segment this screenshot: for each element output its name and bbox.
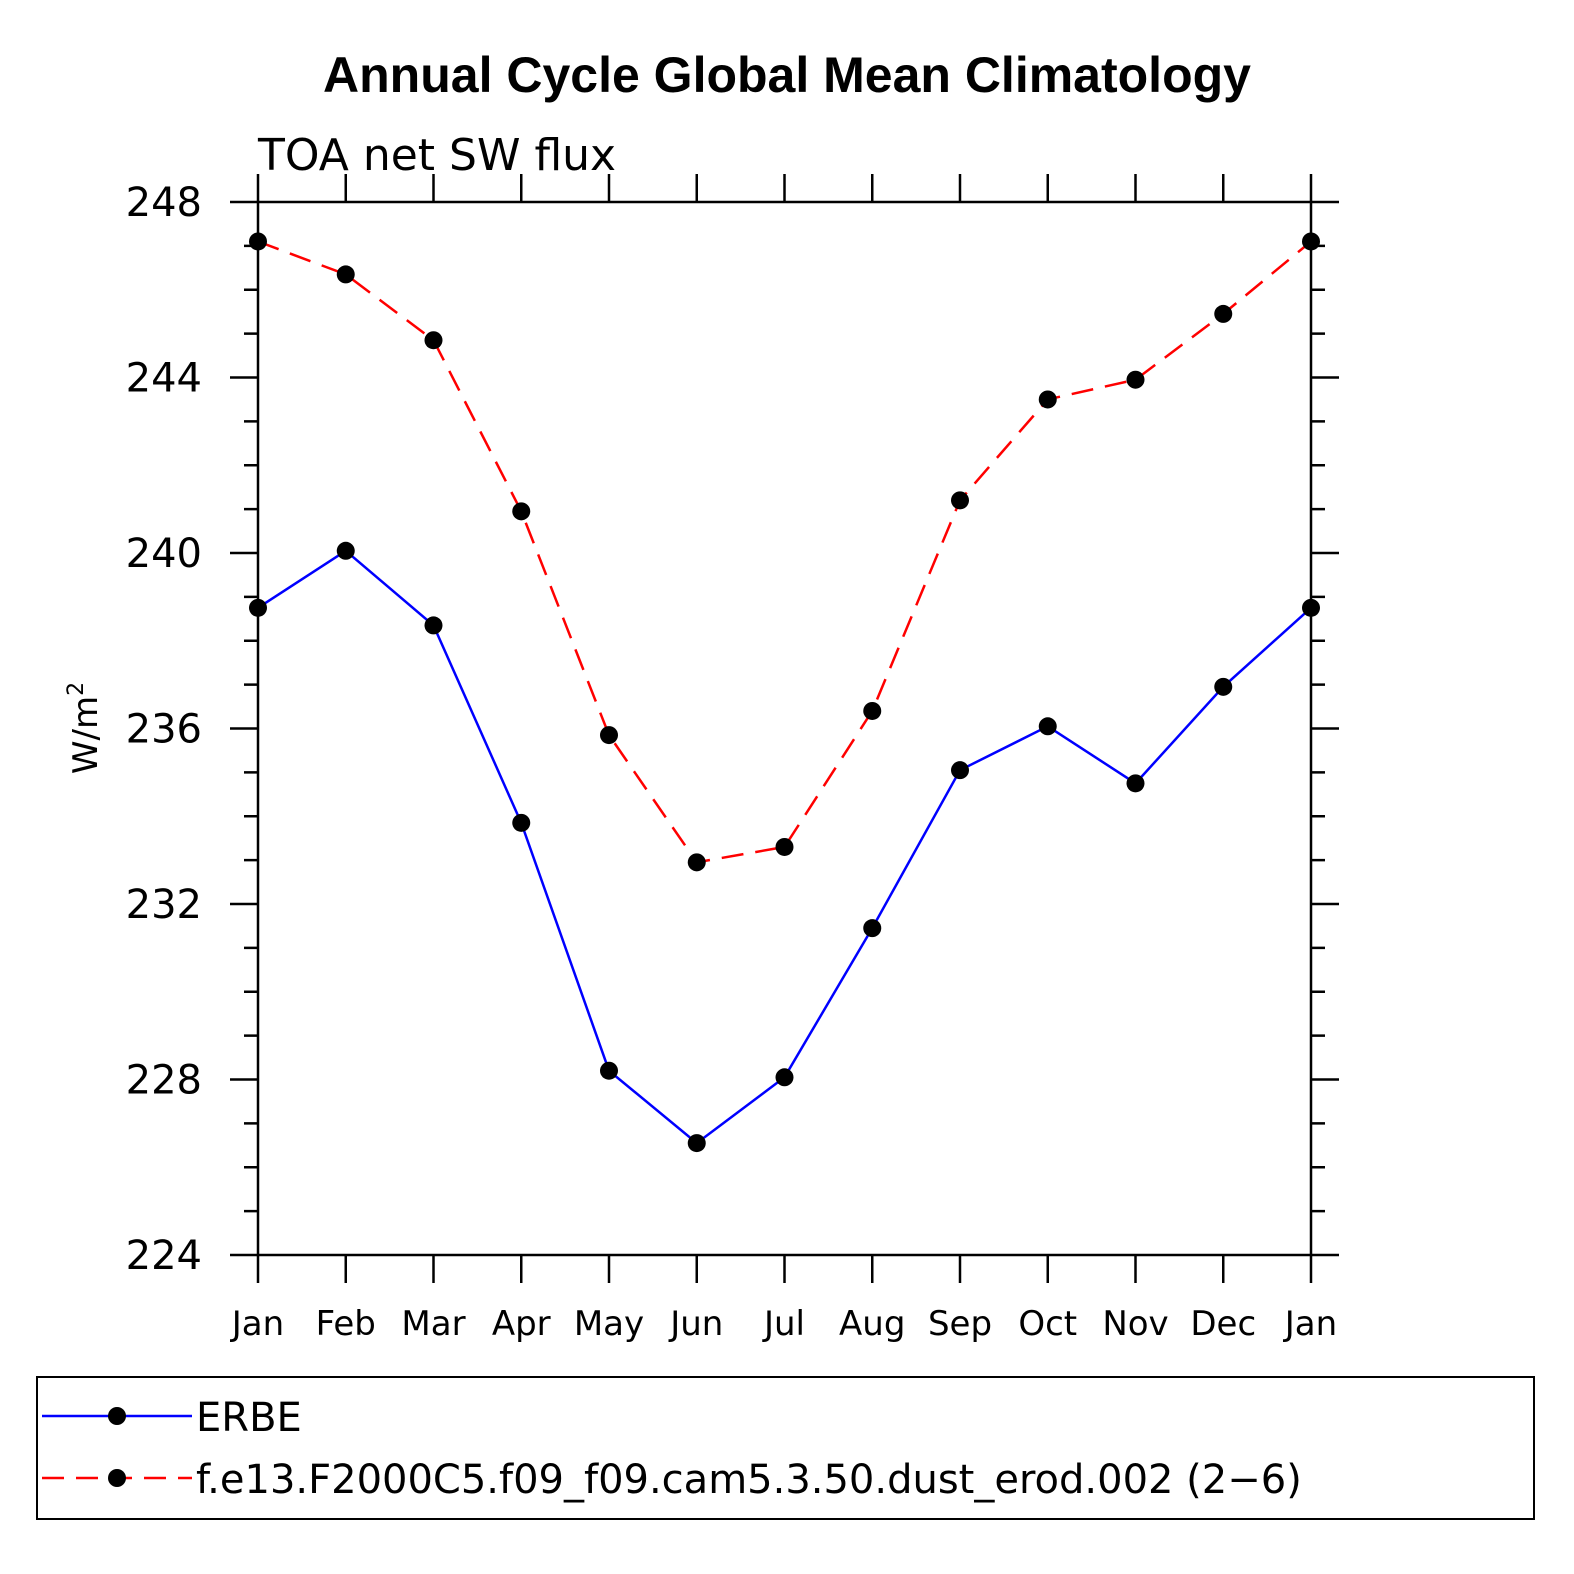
y-tick-label: 236 bbox=[126, 707, 202, 753]
x-tick-label: Oct bbox=[1018, 1304, 1077, 1344]
series-1-point bbox=[1126, 370, 1145, 389]
x-tick-label: Jul bbox=[762, 1304, 805, 1344]
series-1-point bbox=[249, 232, 267, 251]
svg-text:W/m2: W/m2 bbox=[64, 682, 106, 774]
legend-marker-0 bbox=[108, 1407, 126, 1425]
x-tick-labels: Jan Feb Mar Apr May Jun Jul Aug Sep Oct Nov Dec Jan bbox=[230, 1304, 1337, 1344]
y-tick-label: 228 bbox=[126, 1058, 202, 1104]
series-0-point bbox=[249, 598, 267, 617]
series-1-point bbox=[863, 701, 882, 720]
series-1-point bbox=[687, 853, 706, 872]
x-tick-label: Sep bbox=[928, 1304, 992, 1344]
legend-label-1: f.e13.F2000C5.f09_f09.cam5.3.50.dust_ero… bbox=[196, 1457, 1302, 1503]
series-0-point bbox=[1038, 717, 1057, 736]
series-0-point bbox=[775, 1068, 794, 1087]
x-tick-label: May bbox=[574, 1304, 644, 1344]
series-1-point bbox=[1214, 304, 1233, 323]
x-tick-label: Mar bbox=[401, 1304, 465, 1344]
series-0-point bbox=[512, 813, 531, 832]
series-1-point bbox=[336, 265, 355, 284]
y-tick-label: 240 bbox=[126, 531, 202, 577]
plot-frame bbox=[256, 200, 1313, 1257]
x-tick-label: Jan bbox=[230, 1304, 284, 1344]
x-tick-label: Apr bbox=[492, 1304, 551, 1344]
axis-ticks bbox=[230, 174, 1339, 1283]
y-axis-label-text: W/m bbox=[66, 696, 106, 774]
y-tick-label: 224 bbox=[126, 1233, 202, 1279]
x-tick-label: Feb bbox=[316, 1304, 376, 1344]
chart-subtitle: TOA net SW flux bbox=[257, 130, 616, 181]
y-tick-label: 248 bbox=[126, 180, 202, 226]
series-1-point bbox=[512, 502, 531, 521]
y-axis-label-superscript: 2 bbox=[64, 682, 89, 696]
series-1-point bbox=[951, 491, 969, 510]
y-axis-label: W/m2 bbox=[64, 682, 106, 774]
series-0-point bbox=[951, 761, 969, 780]
x-tick-label: Jan bbox=[1283, 1304, 1337, 1344]
series-0-point bbox=[1214, 677, 1233, 696]
series-0-point bbox=[1302, 598, 1320, 617]
y-tick-labels: 224 228 232 236 240 244 248 bbox=[126, 180, 202, 1279]
series-line-1 bbox=[257, 240, 1312, 864]
series-0-point bbox=[600, 1061, 618, 1080]
x-tick-label: Dec bbox=[1190, 1304, 1256, 1344]
y-tick-label: 244 bbox=[126, 356, 202, 402]
chart-title: Annual Cycle Global Mean Climatology bbox=[323, 47, 1251, 103]
series-layer bbox=[249, 232, 1320, 1153]
series-1-point bbox=[600, 726, 618, 745]
legend-label-0: ERBE bbox=[196, 1395, 302, 1441]
x-tick-label: Aug bbox=[839, 1304, 905, 1344]
series-0-point bbox=[687, 1134, 706, 1153]
series-1-point bbox=[1038, 390, 1057, 409]
x-tick-label: Jun bbox=[668, 1304, 723, 1344]
series-1-point bbox=[1302, 232, 1320, 251]
series-0-point bbox=[1126, 774, 1145, 793]
y-tick-label: 232 bbox=[126, 882, 202, 928]
legend: ERBE f.e13.F2000C5.f09_f09.cam5.3.50.dust… bbox=[42, 1395, 1302, 1503]
series-0-point bbox=[863, 919, 882, 938]
series-0-point bbox=[336, 541, 355, 560]
x-tick-label: Nov bbox=[1102, 1304, 1168, 1344]
series-1-point bbox=[424, 331, 443, 350]
series-1-point bbox=[775, 837, 794, 856]
legend-box bbox=[36, 1376, 1535, 1520]
legend-marker-1 bbox=[108, 1469, 126, 1487]
series-0-point bbox=[424, 616, 443, 635]
